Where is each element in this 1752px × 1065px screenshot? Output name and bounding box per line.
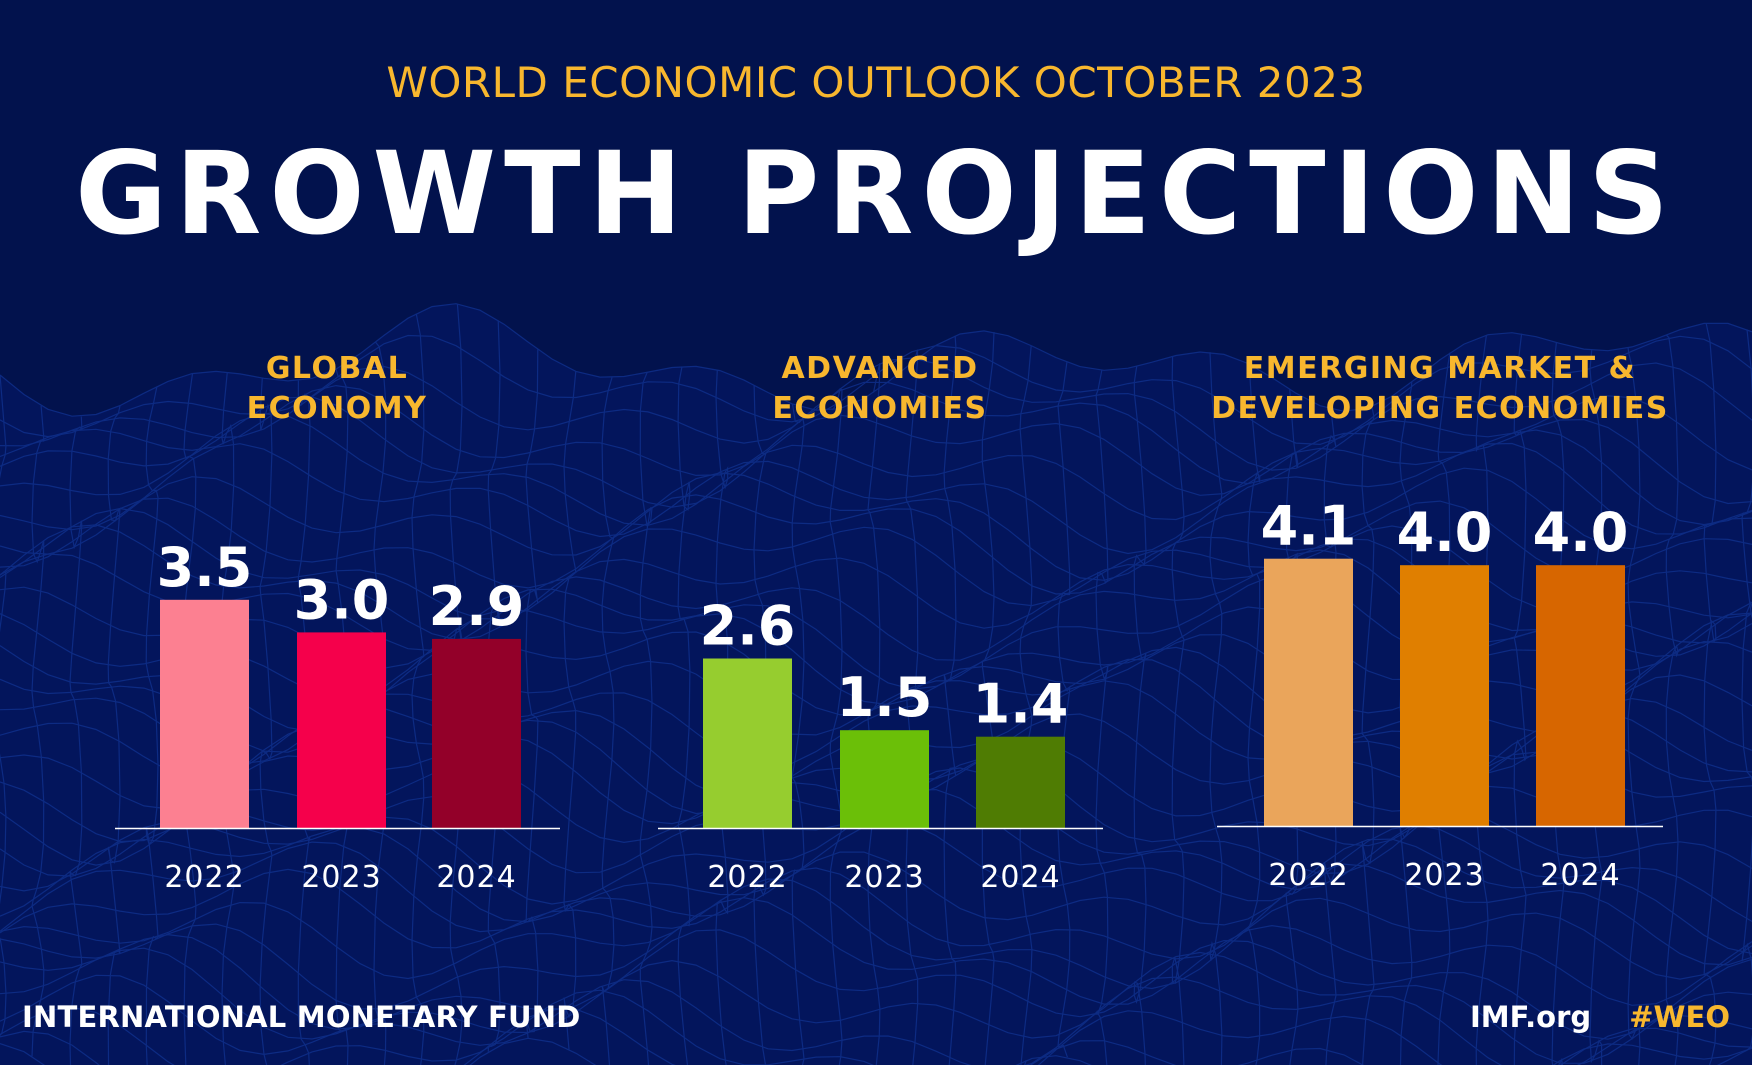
value-label: 4.0 xyxy=(1533,501,1629,564)
bar-2022 xyxy=(160,599,249,828)
x-tick-label: 2022 xyxy=(1268,858,1348,893)
panel-title-global: GLOBAL ECONOMY xyxy=(137,349,537,429)
bar-2023 xyxy=(1400,565,1489,826)
website-link[interactable]: IMF.org xyxy=(1469,1000,1592,1034)
footer-links: IMF.org #WEO xyxy=(1470,1000,1730,1034)
value-label: 4.1 xyxy=(1261,495,1357,558)
value-label: 4.0 xyxy=(1397,501,1493,564)
panel-title-line: ECONOMIES xyxy=(772,391,988,426)
value-label: 2.9 xyxy=(429,575,525,638)
x-tick-label: 2024 xyxy=(980,860,1060,895)
panel-title-line: ADVANCED xyxy=(781,351,979,386)
report-subtitle: WORLD ECONOMIC OUTLOOK OCTOBER 2023 xyxy=(386,58,1366,107)
bar-2024 xyxy=(976,736,1065,828)
x-tick-label: 2022 xyxy=(707,860,787,895)
bar-2023 xyxy=(297,632,386,828)
x-tick-label: 2023 xyxy=(1404,858,1484,893)
page-title: GROWTH PROJECTIONS xyxy=(75,127,1677,261)
bar-2023 xyxy=(840,730,929,828)
panel-title-line: ECONOMY xyxy=(246,391,428,426)
organization-name: INTERNATIONAL MONETARY FUND xyxy=(22,1000,581,1034)
value-label: 3.5 xyxy=(157,536,253,599)
x-tick-label: 2023 xyxy=(301,860,381,895)
bar-2024 xyxy=(1536,565,1625,826)
panel-title-line: GLOBAL xyxy=(265,351,409,386)
panel-title-line: DEVELOPING ECONOMIES xyxy=(1211,391,1669,426)
value-label: 1.4 xyxy=(973,673,1069,736)
bar-2022 xyxy=(703,658,792,828)
bar-chart-0: 3.5 2022 3.0 2023 2.9 2024 xyxy=(115,536,560,895)
bar-chart-1: 2.6 2022 1.5 2023 1.4 2024 xyxy=(658,595,1103,895)
x-tick-label: 2022 xyxy=(164,860,244,895)
value-label: 3.0 xyxy=(294,568,390,631)
value-label: 1.5 xyxy=(837,666,933,729)
panel-title-line: EMERGING MARKET & xyxy=(1243,351,1637,386)
panel-title-advanced: ADVANCED ECONOMIES xyxy=(680,349,1080,429)
x-tick-label: 2024 xyxy=(436,860,516,895)
bar-2022 xyxy=(1264,558,1353,826)
hashtag: #WEO xyxy=(1629,1000,1730,1034)
value-label: 2.6 xyxy=(700,595,796,658)
x-tick-label: 2024 xyxy=(1540,858,1620,893)
x-tick-label: 2023 xyxy=(844,860,924,895)
bar-chart-2: 4.1 2022 4.0 2023 4.0 2024 xyxy=(1217,495,1663,893)
bar-2024 xyxy=(432,638,521,828)
panel-title-emerging: EMERGING MARKET & DEVELOPING ECONOMIES xyxy=(1140,349,1740,429)
